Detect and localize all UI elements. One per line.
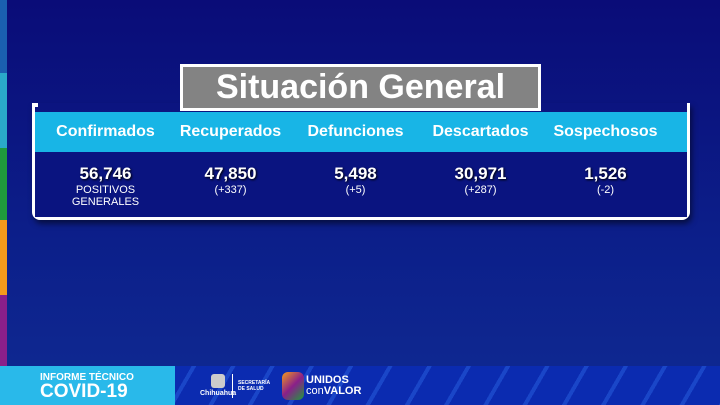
stat-cell: 56,746 POSITIVOS GENERALES — [43, 152, 168, 217]
stat-cell: 1,526 (-2) — [543, 152, 668, 217]
gov-name: Chihuahua — [200, 390, 237, 397]
stripe-purple — [0, 295, 7, 366]
stripe-blue — [0, 0, 7, 73]
stat-sub: GENERALES — [71, 196, 140, 208]
chihuahua-logo: Chihuahua — [200, 374, 236, 397]
dept-name: SECRETARÍA DE SALUD — [238, 380, 270, 392]
table-body: 56,746 POSITIVOS GENERALES 47,850 (+337) 5,49… — [35, 152, 687, 217]
stat-value: 1,526 — [584, 164, 627, 183]
column-header-sospechosos: Sospechosos — [553, 123, 658, 140]
slogan: UNIDOS conVALOR — [306, 375, 361, 397]
slogan-valor: VALOR — [323, 385, 362, 397]
stat-cell: 30,971 (+287) — [418, 152, 543, 217]
column-header-recuperados: Recuperados — [179, 123, 282, 140]
table-header: Confirmados Recuperados Defunciones Descart… — [35, 112, 687, 152]
stripe-orange — [0, 220, 7, 295]
report-label: INFORME TÉCNICO — [40, 372, 134, 383]
stat-cell: 47,850 (+337) — [168, 152, 293, 217]
footer-banner: INFORME TÉCNICO COVID-19 Chihuahua SECRE… — [0, 366, 720, 405]
slogan-con: con — [306, 385, 324, 397]
stripe-green — [0, 148, 7, 220]
stat-value: 56,746 — [79, 164, 132, 183]
column-header-defunciones: Defunciones — [307, 123, 404, 140]
stat-value: 30,971 — [454, 164, 507, 183]
stat-value: 5,498 — [334, 164, 377, 183]
stats-table: Confirmados Recuperados Defunciones Descart… — [32, 103, 690, 220]
divider — [232, 374, 233, 398]
stat-sub: (+5) — [345, 184, 366, 196]
report-badge: INFORME TÉCNICO COVID-19 — [0, 366, 175, 405]
state-map-icon — [282, 372, 304, 400]
column-header-descartados: Descartados — [432, 123, 529, 140]
stat-sub: (+337) — [214, 184, 247, 196]
page-title: Situación General — [180, 64, 541, 111]
column-header-confirmados: Confirmados — [56, 123, 155, 140]
report-title: COVID-19 — [40, 381, 128, 402]
stat-value: 47,850 — [204, 164, 257, 183]
stat-sub: POSITIVOS — [75, 184, 136, 196]
stripe-teal — [0, 73, 7, 148]
stat-sub: (+287) — [464, 184, 497, 196]
stat-sub: (-2) — [596, 184, 615, 196]
stat-cell: 5,498 (+5) — [293, 152, 418, 217]
shield-icon — [211, 374, 226, 388]
slogan-line1: UNIDOS — [306, 374, 349, 386]
